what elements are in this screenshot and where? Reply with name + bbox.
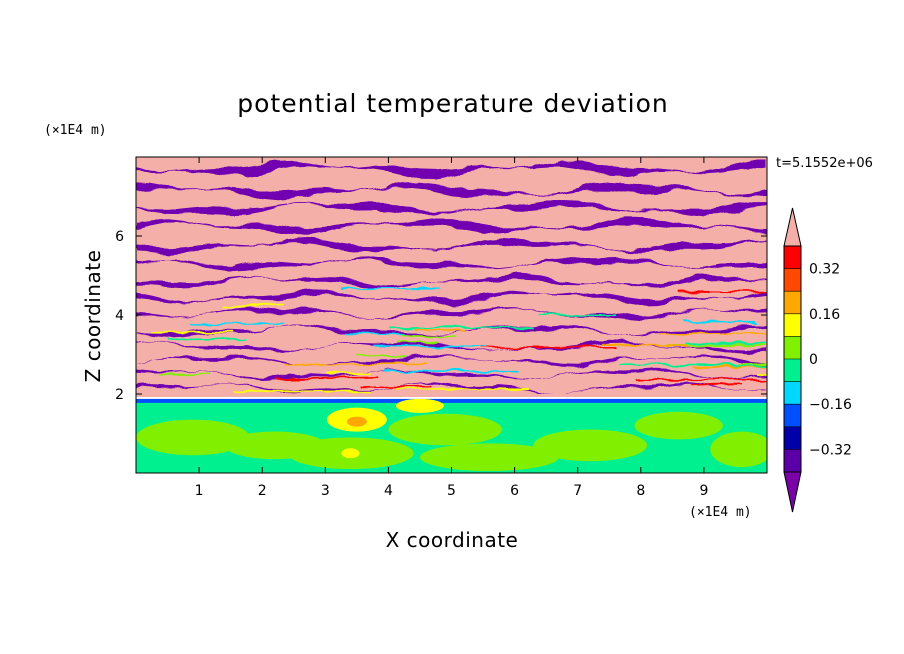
x-tick-label: 1: [195, 483, 204, 499]
x-tick-label: 9: [699, 483, 708, 499]
colorbar-segment: [784, 291, 801, 314]
negative-layer: [136, 238, 767, 255]
colorbar-over-arrow: [783, 207, 802, 247]
colorbar-segment: [784, 313, 801, 337]
warm-core: [346, 416, 367, 427]
mixing-filament: [757, 373, 767, 376]
mixing-filament: [618, 363, 767, 367]
positive-lobe: [710, 431, 767, 468]
mixing-filament: [678, 290, 767, 293]
colorbar-segment: [784, 449, 801, 472]
mixing-filament: [691, 382, 743, 387]
negative-layer: [136, 216, 767, 236]
positive-lobe: [136, 419, 250, 456]
mixing-filament: [373, 344, 488, 348]
x-tick-label: 5: [447, 483, 456, 499]
contour-field: [136, 157, 767, 473]
colorbar-segment: [784, 426, 801, 450]
mixing-filament: [388, 326, 534, 329]
warm-lobe: [395, 398, 444, 413]
mixing-filament: [343, 332, 405, 336]
x-axis: 1 2 3 4 5 6 7 8 9: [195, 157, 708, 499]
y-axis: 2 4 6: [115, 229, 767, 403]
colorbar-tick-label: 0.32: [809, 262, 840, 278]
mixing-filament: [359, 385, 432, 388]
mixing-filament: [693, 365, 767, 369]
mixing-filament: [221, 303, 284, 308]
colorbar-segment: [784, 268, 801, 292]
colorbar-segment: [784, 404, 801, 427]
mixing-filament: [601, 343, 688, 347]
mixing-filament: [395, 387, 530, 391]
x-unit-label: (×1E4 m): [689, 505, 752, 520]
x-tick-label: 8: [636, 483, 645, 499]
negative-layer: [136, 382, 767, 394]
negative-layer: [136, 159, 767, 179]
mixing-filament: [276, 376, 379, 380]
colorbar-segment: [784, 246, 801, 269]
mixing-filament: [284, 362, 428, 366]
colorbar-tick-label: −0.16: [809, 397, 852, 413]
colorbar-segment: [784, 381, 801, 405]
y-unit-label: (×1E4 m): [44, 123, 107, 138]
mixing-filament: [150, 331, 235, 334]
lower-layer: [136, 398, 767, 473]
y-tick-label: 6: [115, 229, 124, 245]
x-tick-label: 3: [321, 483, 330, 499]
colorbar-under-arrow: [783, 471, 802, 513]
x-axis-label: X coordinate: [386, 528, 519, 552]
x-tick-label: 2: [258, 483, 267, 499]
mixing-filament: [158, 372, 210, 377]
colorbar-segment: [784, 359, 801, 382]
positive-lobe: [419, 443, 559, 472]
y-axis-label: Z coordinate: [81, 250, 105, 383]
x-tick-label: 7: [573, 483, 582, 499]
negative-layer: [136, 182, 767, 201]
interface-line: [136, 398, 767, 403]
purple-layers: [136, 159, 767, 394]
mixing-filament: [538, 313, 616, 316]
x-tick-label: 6: [510, 483, 519, 499]
warm-lobe: [341, 448, 360, 459]
positive-lobe: [533, 429, 648, 462]
x-tick-label: 4: [384, 483, 393, 499]
negative-layer: [136, 353, 767, 368]
positive-lobe: [388, 413, 502, 446]
mixing-filament: [356, 354, 407, 358]
mixing-filament: [383, 369, 519, 372]
colorbar-tick-label: 0.16: [809, 307, 840, 323]
chart-title: potential temperature deviation: [237, 89, 668, 118]
colorbar: 0.32 0.16 0 −0.16 −0.32: [783, 207, 852, 513]
mixing-filament: [189, 322, 286, 326]
colorbar-tick-label: −0.32: [809, 442, 852, 458]
mixing-filament: [683, 320, 756, 324]
colorbar-tick-label: 0: [809, 352, 818, 368]
negative-layer: [136, 199, 767, 216]
negative-layer: [136, 289, 767, 306]
mixing-filament: [635, 378, 767, 381]
colorbar-segment: [784, 336, 801, 359]
mixing-filament: [738, 363, 767, 366]
positive-lobe: [634, 411, 723, 440]
mixing-filament: [413, 328, 466, 332]
mixing-filament: [401, 334, 458, 338]
mixing-filament: [659, 332, 767, 336]
negative-layer: [136, 273, 767, 289]
mixing-filament: [482, 345, 616, 349]
time-label: t=5.1552e+06: [776, 156, 873, 171]
y-tick-label: 2: [115, 387, 124, 403]
mixing-filament: [396, 340, 438, 343]
negative-layer: [136, 257, 767, 272]
negative-layer: [136, 306, 767, 320]
mixing-filament: [232, 390, 371, 393]
negative-layer: [136, 368, 767, 381]
y-tick-label: 4: [115, 308, 124, 324]
